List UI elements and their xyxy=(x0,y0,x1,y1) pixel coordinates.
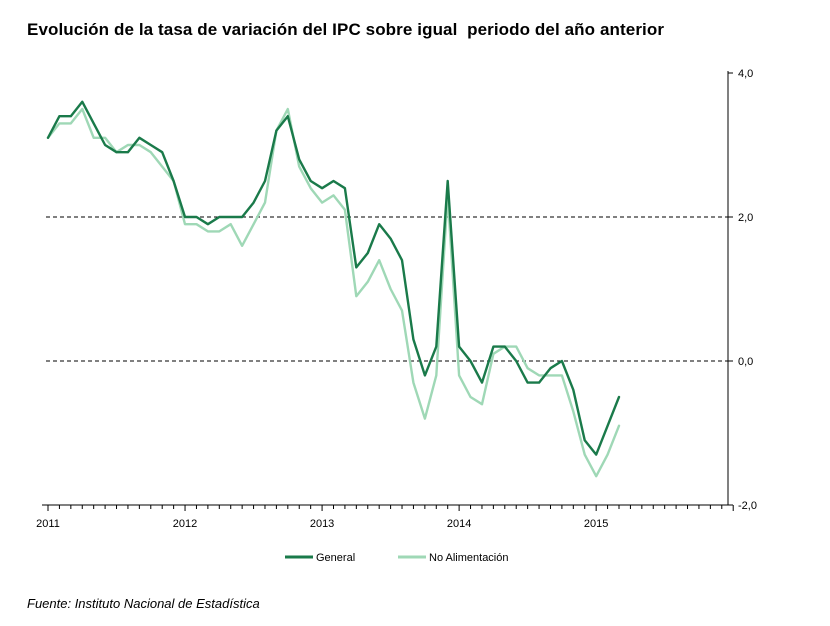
gridlines xyxy=(46,216,728,362)
x-tick-label: 2013 xyxy=(310,518,334,530)
chart-title: Evolución de la tasa de variación del IP… xyxy=(27,20,665,39)
x-tick-label: 2011 xyxy=(36,518,60,530)
x-tick-label: 2015 xyxy=(584,518,608,530)
legend-label-no-alimentacion: No Alimentación xyxy=(429,552,509,564)
source-note: Fuente: Instituto Nacional de Estadístic… xyxy=(27,596,260,611)
y-tick-label: 0,0 xyxy=(738,356,753,368)
legend: General No Alimentación xyxy=(285,552,509,564)
legend-label-general: General xyxy=(316,552,355,564)
series-line-general xyxy=(46,100,621,456)
y-tick-label: 4,0 xyxy=(738,68,753,80)
y-tick-label: -2,0 xyxy=(738,500,757,512)
x-tick-label: 2014 xyxy=(447,518,471,530)
series-line-no-alimentacion xyxy=(46,107,621,478)
axes: 2011 2012 2013 2014 2015 4,0 2,0 0,0 -2,0 xyxy=(36,68,757,530)
y-tick-label: 2,0 xyxy=(738,212,753,224)
series-layer xyxy=(46,100,621,478)
x-tick-label: 2012 xyxy=(173,518,197,530)
